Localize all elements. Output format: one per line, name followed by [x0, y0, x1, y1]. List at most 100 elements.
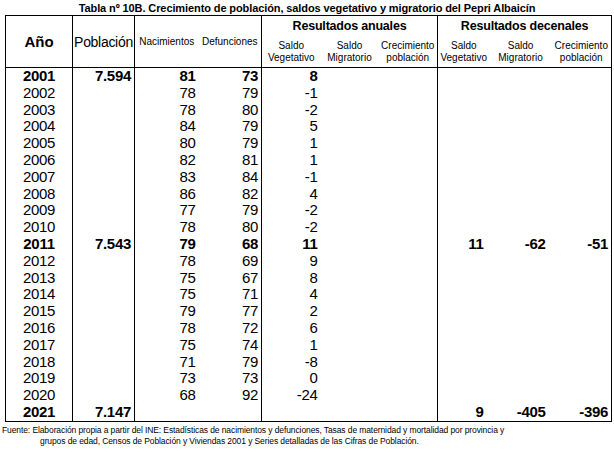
table-row: 2003 78 80 -2	[6, 102, 612, 119]
cell-poblacion: 7.543	[73, 236, 135, 253]
cell-nacimientos: 84	[135, 118, 199, 135]
cell-year: 2002	[6, 85, 73, 102]
cell-saldo-vegetativo-decenal: 11	[438, 236, 490, 253]
table-row: 2015 79 77 2	[6, 303, 612, 320]
cell-saldo-vegetativo-anual: 1	[262, 135, 321, 152]
cell-year: 2014	[6, 286, 73, 303]
table-row: 2006 82 81 1	[6, 152, 612, 169]
header-group-row: Año Población Nacimientos Defunciones Re…	[6, 16, 612, 36]
cell-saldo-migratorio-decenal	[490, 152, 552, 169]
cell-poblacion	[73, 253, 135, 270]
cell-year: 2006	[6, 152, 73, 169]
cell-saldo-migratorio-decenal	[490, 354, 552, 371]
cell-saldo-migratorio-anual	[321, 135, 379, 152]
table-row: 2013 75 67 8	[6, 270, 612, 287]
cell-saldo-migratorio-decenal	[490, 270, 552, 287]
cell-saldo-vegetativo-anual: 1	[262, 152, 321, 169]
cell-saldo-vegetativo-anual: 4	[262, 286, 321, 303]
cell-saldo-migratorio-decenal	[490, 320, 552, 337]
cell-crecimiento-anual	[379, 286, 438, 303]
cell-saldo-vegetativo-anual: 0	[262, 370, 321, 387]
cell-year: 2005	[6, 135, 73, 152]
cell-saldo-vegetativo-anual: -1	[262, 85, 321, 102]
cell-poblacion	[73, 152, 135, 169]
table-row: 2014 75 71 4	[6, 286, 612, 303]
cell-nacimientos: 78	[135, 320, 199, 337]
cell-crecimiento-anual	[379, 152, 438, 169]
cell-nacimientos: 80	[135, 135, 199, 152]
cell-defunciones: 73	[199, 68, 262, 85]
cell-crecimiento-anual	[379, 370, 438, 387]
cell-poblacion	[73, 202, 135, 219]
cell-crecimiento-decenal: -396	[552, 404, 612, 421]
cell-saldo-migratorio-anual	[321, 219, 379, 236]
cell-saldo-vegetativo-decenal	[438, 135, 490, 152]
source-note-line1: Fuente: Elaboración propia a partir del …	[2, 425, 504, 435]
cell-saldo-vegetativo-anual	[262, 404, 321, 421]
cell-saldo-vegetativo-anual: 8	[262, 270, 321, 287]
cell-saldo-vegetativo-decenal	[438, 152, 490, 169]
cell-crecimiento-anual	[379, 202, 438, 219]
table-row: 2010 78 80 -2	[6, 219, 612, 236]
cell-saldo-migratorio-anual	[321, 286, 379, 303]
cell-poblacion	[73, 118, 135, 135]
cell-poblacion	[73, 85, 135, 102]
cell-poblacion	[73, 135, 135, 152]
cell-saldo-vegetativo-decenal	[438, 186, 490, 203]
cell-saldo-vegetativo-anual: -1	[262, 169, 321, 186]
cell-saldo-migratorio-decenal	[490, 219, 552, 236]
cell-defunciones: 79	[199, 85, 262, 102]
cell-crecimiento-decenal	[552, 152, 612, 169]
cell-nacimientos: 82	[135, 152, 199, 169]
cell-saldo-migratorio-anual	[321, 68, 379, 85]
cell-crecimiento-decenal	[552, 320, 612, 337]
cell-saldo-vegetativo-anual: -24	[262, 387, 321, 404]
cell-poblacion	[73, 337, 135, 354]
group-header-resultados-anuales: Resultados anuales	[262, 16, 438, 36]
cell-saldo-vegetativo-decenal	[438, 219, 490, 236]
population-table: Año Población Nacimientos Defunciones Re…	[5, 15, 612, 422]
cell-nacimientos: 71	[135, 354, 199, 371]
cell-saldo-migratorio-decenal	[490, 135, 552, 152]
cell-defunciones: 67	[199, 270, 262, 287]
cell-poblacion: 7.147	[73, 404, 135, 421]
cell-saldo-migratorio-decenal	[490, 118, 552, 135]
col-header-ano: Año	[6, 16, 73, 68]
cell-saldo-migratorio-anual	[321, 337, 379, 354]
cell-crecimiento-anual	[379, 169, 438, 186]
cell-saldo-vegetativo-anual: 2	[262, 303, 321, 320]
cell-nacimientos: 78	[135, 85, 199, 102]
cell-crecimiento-anual	[379, 270, 438, 287]
cell-saldo-migratorio-decenal	[490, 85, 552, 102]
cell-crecimiento-decenal	[552, 387, 612, 404]
cell-year: 2012	[6, 253, 73, 270]
table-header: Año Población Nacimientos Defunciones Re…	[6, 16, 612, 68]
cell-defunciones: 81	[199, 152, 262, 169]
cell-poblacion	[73, 303, 135, 320]
cell-defunciones: 71	[199, 286, 262, 303]
table-row: 2005 80 79 1	[6, 135, 612, 152]
cell-nacimientos: 81	[135, 68, 199, 85]
cell-saldo-vegetativo-anual: -2	[262, 219, 321, 236]
cell-crecimiento-anual	[379, 68, 438, 85]
cell-saldo-vegetativo-decenal	[438, 169, 490, 186]
cell-defunciones: 69	[199, 253, 262, 270]
cell-saldo-vegetativo-anual: -2	[262, 102, 321, 119]
cell-saldo-vegetativo-decenal	[438, 337, 490, 354]
cell-defunciones: 92	[199, 387, 262, 404]
cell-saldo-migratorio-decenal: -405	[490, 404, 552, 421]
cell-saldo-vegetativo-anual: 9	[262, 253, 321, 270]
cell-saldo-vegetativo-decenal	[438, 253, 490, 270]
group-header-resultados-decenales: Resultados decenales	[438, 16, 612, 36]
cell-defunciones	[199, 404, 262, 421]
cell-saldo-migratorio-decenal	[490, 337, 552, 354]
cell-saldo-vegetativo-decenal	[438, 118, 490, 135]
cell-defunciones: 84	[199, 169, 262, 186]
table-body: 2001 7.594 81 73 8 2002 78 79 -1 2003 78…	[6, 68, 612, 422]
cell-year: 2015	[6, 303, 73, 320]
table-row: 2016 78 72 6	[6, 320, 612, 337]
cell-saldo-vegetativo-anual: 8	[262, 68, 321, 85]
cell-defunciones: 68	[199, 236, 262, 253]
cell-crecimiento-decenal	[552, 253, 612, 270]
cell-nacimientos: 86	[135, 186, 199, 203]
